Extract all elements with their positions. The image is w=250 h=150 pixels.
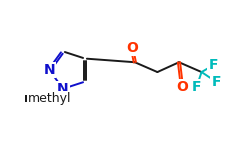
Text: N: N <box>44 63 55 77</box>
Text: N: N <box>57 82 69 96</box>
Text: F: F <box>192 80 202 94</box>
Text: methyl: methyl <box>28 92 71 105</box>
Text: methyl: methyl <box>24 92 72 105</box>
Text: F: F <box>208 58 218 72</box>
Text: O: O <box>126 40 138 54</box>
Text: O: O <box>176 80 188 94</box>
Text: F: F <box>212 75 221 89</box>
